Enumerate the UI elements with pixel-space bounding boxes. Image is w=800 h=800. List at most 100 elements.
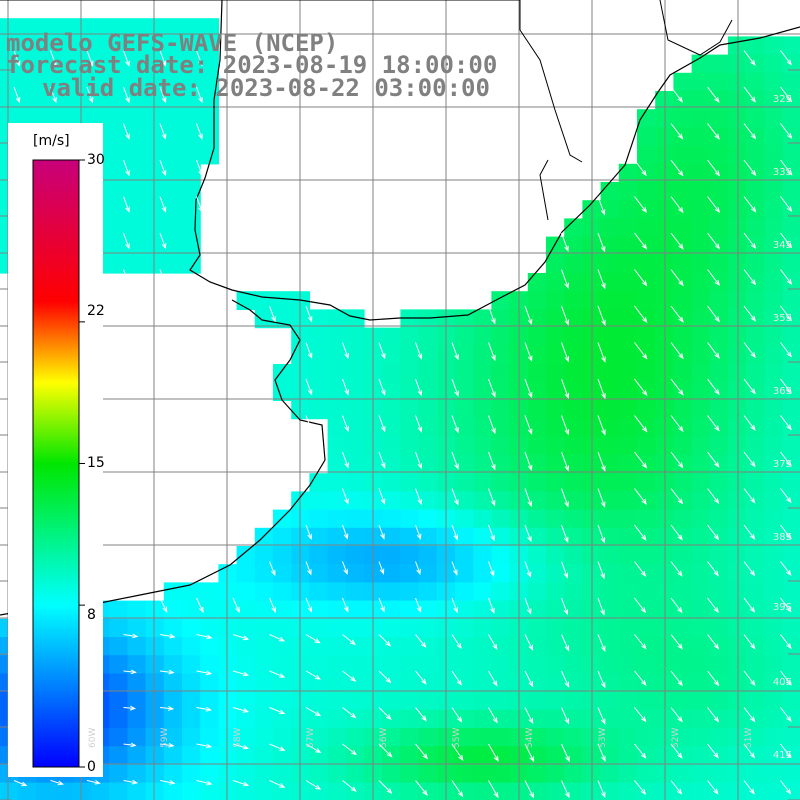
- wind-arrow: [743, 597, 756, 613]
- lagoon-outline: [659, 0, 733, 56]
- wind-speed-cell: [127, 109, 147, 128]
- wind-speed-cell: [127, 673, 147, 693]
- wind-speed-cell: [145, 72, 165, 92]
- wind-speed-cell: [455, 400, 474, 420]
- wind-speed-cell: [764, 527, 784, 547]
- wind-speed-cell: [473, 582, 492, 602]
- wind-speed-cell: [418, 509, 438, 529]
- wind-speed-cell: [418, 418, 438, 438]
- wind-speed-cell: [782, 36, 800, 56]
- wind-speed-cell: [673, 582, 693, 602]
- wind-speed-cell: [54, 54, 74, 74]
- wind-speed-cell: [473, 455, 492, 474]
- wind-speed-cell: [91, 54, 110, 74]
- wind-speed-cell: [691, 200, 711, 219]
- wind-speed-cell: [273, 728, 292, 747]
- wind-speed-cell: [182, 618, 201, 638]
- wind-speed-cell: [527, 418, 547, 438]
- wind-speed-cell: [254, 728, 274, 747]
- wind-speed-cell: [382, 618, 401, 638]
- wind-speed-cell: [182, 637, 201, 656]
- wind-speed-cell: [327, 436, 347, 456]
- wind-speed-cell: [618, 618, 638, 638]
- wind-speed-cell: [600, 728, 620, 747]
- wind-speed-cell: [673, 309, 693, 329]
- wind-speed-cell: [546, 709, 565, 729]
- wind-speed-cell: [109, 637, 128, 656]
- wind-speed-cell: [709, 473, 729, 492]
- wind-speed-cell: [764, 782, 784, 800]
- wind-speed-cell: [455, 546, 474, 565]
- wind-speed-cell: [109, 200, 128, 219]
- wind-speed-cell: [564, 564, 583, 583]
- wind-arrow: [232, 634, 250, 641]
- wind-speed-cell: [600, 436, 620, 456]
- wind-speed-cell: [764, 728, 784, 747]
- wind-arrow: [415, 451, 423, 470]
- wind-speed-cell: [382, 728, 401, 747]
- wind-arrow: [378, 342, 386, 360]
- wind-speed-cell: [473, 618, 492, 638]
- wind-speed-cell: [673, 782, 693, 800]
- wind-speed-cell: [109, 182, 128, 201]
- wind-speed-cell: [491, 382, 511, 401]
- wind-speed-cell: [728, 509, 747, 529]
- wind-speed-cell: [327, 600, 347, 620]
- wind-arrow: [743, 159, 757, 177]
- wind-speed-cell: [546, 600, 565, 620]
- wind-arrow: [415, 342, 423, 360]
- wind-arrow: [524, 670, 534, 688]
- wind-speed-cell: [127, 637, 147, 656]
- wind-speed-cell: [637, 527, 656, 547]
- wind-speed-cell: [600, 200, 620, 219]
- wind-speed-cell: [600, 218, 620, 238]
- wind-speed-cell: [782, 746, 800, 765]
- wind-speed-cell: [127, 91, 147, 110]
- wind-arrow: [196, 780, 213, 786]
- wind-speed-cell: [746, 746, 765, 765]
- wind-speed-cell: [54, 91, 74, 110]
- wind-speed-cell: [564, 418, 583, 438]
- wind-speed-cell: [345, 655, 365, 674]
- wind-speed-cell: [254, 564, 274, 583]
- wind-arrow: [634, 415, 648, 433]
- wind-speed-cell: [145, 746, 165, 765]
- wind-speed-cell: [182, 655, 201, 674]
- wind-speed-cell: [18, 36, 37, 56]
- wind-speed-cell: [491, 291, 511, 310]
- wind-speed-cell: [145, 728, 165, 747]
- wind-speed-cell: [127, 54, 147, 74]
- lat-label: 33S: [772, 167, 792, 178]
- wind-speed-cell: [309, 546, 329, 565]
- wind-speed-cell: [200, 728, 219, 747]
- wind-speed-cell: [36, 18, 56, 37]
- wind-speed-cell: [72, 72, 92, 92]
- wind-speed-cell: [764, 382, 784, 401]
- wind-speed-cell: [546, 400, 565, 420]
- wind-speed-cell: [728, 527, 747, 547]
- wind-arrow: [707, 743, 719, 759]
- wind-arrow: [378, 743, 393, 758]
- wind-arrow: [159, 123, 167, 140]
- wind-speed-cell: [618, 273, 638, 292]
- wind-speed-cell: [618, 327, 638, 347]
- wind-speed-cell: [564, 473, 583, 492]
- wind-speed-cell: [728, 546, 747, 565]
- wind-speed-cell: [127, 691, 147, 711]
- wind-speed-cell: [455, 709, 474, 729]
- wind-speed-cell: [400, 509, 420, 529]
- wind-arrow: [159, 779, 176, 785]
- wind-arrow: [707, 86, 720, 103]
- wind-arrow: [561, 597, 569, 616]
- wind-arrow: [780, 269, 793, 285]
- wind-speed-cell: [345, 673, 365, 693]
- wind-speed-cell: [273, 618, 292, 638]
- wind-speed-cell: [218, 746, 238, 765]
- wind-speed-cell: [746, 291, 765, 310]
- wind-speed-cell: [145, 127, 165, 147]
- wind-speed-cell: [618, 400, 638, 420]
- wind-arrow: [232, 670, 250, 677]
- wind-speed-cell: [728, 418, 747, 438]
- wind-speed-cell: [291, 400, 310, 420]
